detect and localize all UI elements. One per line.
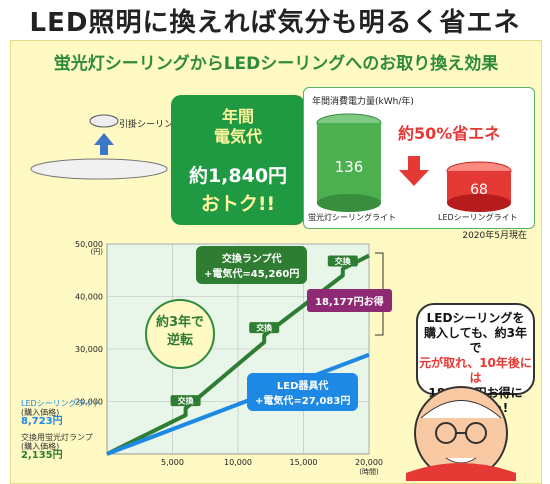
led-kwh: 68 bbox=[470, 182, 488, 198]
led-label: LEDシーリングライト bbox=[438, 213, 518, 222]
old-man-illustration bbox=[406, 386, 516, 481]
reverse-badge: 約3年で 逆転 bbox=[145, 299, 215, 369]
lamp-callout-line2: +電気代=45,260円 bbox=[204, 269, 300, 280]
legend-fluorescent: 交換用蛍光灯ランプ (購入価格) 2,135円 bbox=[21, 433, 93, 461]
consumption-title: 年間消費電力量(kWh/年) bbox=[312, 97, 414, 107]
legend-fl-sub: (購入価格) bbox=[21, 442, 60, 451]
led-callout-line2: +電気代=27,083円 bbox=[255, 396, 351, 407]
arrow-icon bbox=[399, 156, 429, 186]
savings-line-2: 電気代 bbox=[213, 127, 262, 146]
lamp-series-line bbox=[106, 253, 370, 456]
difference-callout: 18,177円お得 bbox=[307, 289, 392, 312]
lamp-callout-line1: 交換ランプ代 bbox=[221, 254, 282, 265]
step-label-bg bbox=[170, 395, 201, 407]
step-label: 交換 bbox=[178, 396, 195, 406]
date-label: 2020年5月現在 bbox=[462, 231, 527, 241]
x-tick-label: 10,000 bbox=[224, 458, 252, 467]
bubble-line3: 元が取れ、10年後には bbox=[419, 356, 532, 385]
consumption-box: 年間消費電力量(kWh/年) 136 68 約50%省エネ 蛍光灯シーリングライ… bbox=[303, 87, 535, 229]
legend-led-value: 8,723円 bbox=[21, 416, 63, 427]
x-tick-label: 15,000 bbox=[290, 458, 318, 467]
legend-fl-label: 交換用蛍光灯ランプ bbox=[21, 433, 93, 442]
bubble-line1: LEDシーリングを bbox=[426, 311, 525, 325]
fluorescent-label: 蛍光灯シーリングライト bbox=[308, 213, 396, 222]
section-subtitle: 蛍光灯シーリングからLEDシーリングへのお取り換え効果 bbox=[53, 54, 499, 74]
x-tick-label: 5,000 bbox=[161, 458, 184, 467]
lamp-cost-callout: 交換ランプ代 +電気代=45,260円 bbox=[196, 246, 308, 284]
legend-fl-value: 2,135円 bbox=[21, 450, 63, 461]
ceiling-light-illustration bbox=[30, 114, 168, 180]
step-label: 交換 bbox=[256, 323, 273, 333]
y-axis-label: (円) bbox=[91, 248, 104, 256]
x-tick-label: 20,000 bbox=[355, 458, 383, 467]
saving-percent: 約50%省エネ bbox=[398, 124, 501, 143]
savings-line-1: 年間 bbox=[221, 107, 254, 126]
led-cost-callout: LED器具代 +電気代=27,083円 bbox=[247, 373, 359, 411]
x-axis-label: (時間) bbox=[359, 468, 379, 476]
step-label-bg bbox=[249, 322, 280, 334]
consumption-cylinders bbox=[316, 113, 512, 212]
savings-line-4: おトク!! bbox=[200, 193, 276, 215]
y-tick-label: 50,000 bbox=[75, 240, 103, 249]
led-callout-line1: LED器具代 bbox=[276, 381, 329, 392]
fixture-label: 引掛シーリング bbox=[119, 120, 183, 130]
page-title: LED照明に換えれば気分も明るく省エネ bbox=[29, 7, 521, 38]
bubble-line2: 購入しても、約3年で bbox=[423, 326, 528, 355]
y-tick-label: 40,000 bbox=[75, 293, 103, 302]
ceiling-light-icon bbox=[30, 158, 168, 180]
step-label-bg bbox=[327, 255, 358, 267]
step-label: 交換 bbox=[335, 256, 352, 266]
fluorescent-kwh: 136 bbox=[334, 158, 364, 176]
y-tick-label: 30,000 bbox=[75, 345, 103, 354]
legend-led-label: LEDシーリングライト bbox=[21, 399, 101, 408]
content-panel: 蛍光灯シーリングからLEDシーリングへのお取り換え効果 引掛シーリング 年間 電… bbox=[10, 40, 542, 484]
annual-savings-box: 年間 電気代 約1,840円 おトク!! bbox=[171, 95, 305, 225]
up-arrow-icon bbox=[94, 133, 114, 155]
ceiling-hook-icon bbox=[89, 114, 119, 128]
legend-led: LEDシーリングライト (購入価格) 8,723円 bbox=[21, 399, 101, 427]
led-series-line bbox=[106, 352, 370, 456]
savings-amount: 約1,840円 bbox=[188, 165, 288, 187]
reverse-line2: 逆転 bbox=[166, 333, 193, 348]
reverse-line1: 約3年で bbox=[155, 315, 205, 330]
y-tick-label: 20,000 bbox=[75, 398, 103, 407]
legend-led-sub: (購入価格) bbox=[21, 408, 60, 417]
